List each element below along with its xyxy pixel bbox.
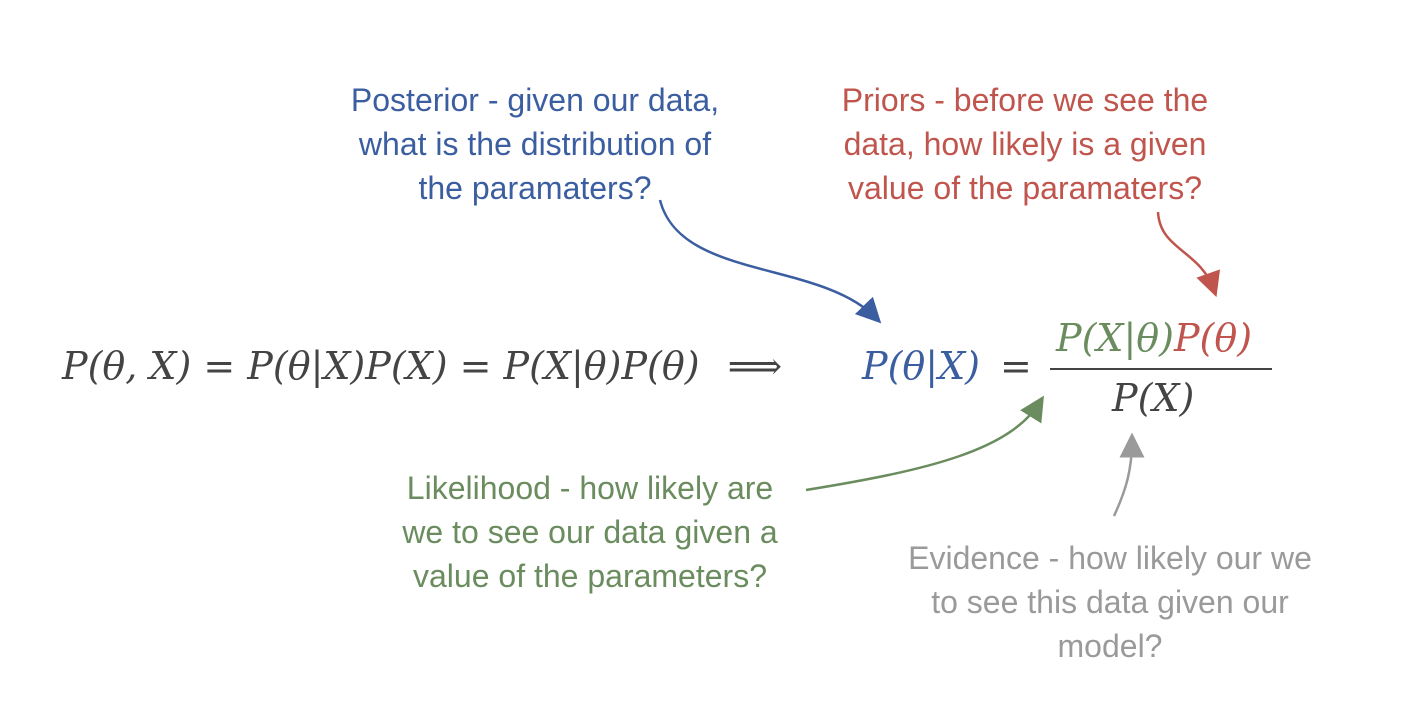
likelihood-arrow xyxy=(805,395,1044,492)
prior-annotation-line: data, how likely is a given xyxy=(843,126,1207,162)
posterior-annotation-line: the paramaters? xyxy=(418,170,652,206)
posterior-term: P(θ|X) xyxy=(862,344,980,388)
equals-sign: = xyxy=(1000,344,1032,388)
posterior-annotation-line: Posterior - given our data, xyxy=(350,82,720,118)
fraction-denominator: P(X) xyxy=(1112,376,1194,420)
evidence-annotation-line: Evidence - how likely our we xyxy=(908,540,1312,576)
prior-annotation-line: Priors - before we see the xyxy=(841,82,1209,118)
likelihood-annotation: Likelihood - how likely are we to see ou… xyxy=(360,466,820,598)
likelihood-annotation-line: value of the parameters? xyxy=(413,558,767,594)
fraction-bar xyxy=(1050,368,1272,370)
posterior-annotation-line: what is the distribution of xyxy=(358,126,712,162)
equals-sign-text: = xyxy=(1000,344,1032,388)
likelihood-annotation-line: Likelihood - how likely are xyxy=(406,470,774,506)
fraction-numerator: P(X|θ)P(θ) xyxy=(1056,316,1252,360)
prior-term: P(θ) xyxy=(1173,316,1253,360)
posterior-annotation: Posterior - given our data, what is the … xyxy=(300,78,770,210)
evidence-arrow xyxy=(1112,432,1145,517)
implies-symbol: ⟹ xyxy=(727,344,783,388)
prior-arrow xyxy=(1156,211,1220,298)
prior-annotation: Priors - before we see the data, how lik… xyxy=(790,78,1260,210)
prior-annotation-line: value of the paramaters? xyxy=(848,170,1202,206)
likelihood-term: P(X|θ) xyxy=(1056,316,1174,360)
posterior-arrow xyxy=(658,199,882,324)
evidence-term: P(X) xyxy=(1112,376,1195,420)
joint-equation-text: P(θ, X) = P(θ|X)P(X) = P(X|θ)P(θ) xyxy=(62,344,700,388)
joint-probability-equation: P(θ, X) = P(θ|X)P(X) = P(X|θ)P(θ) ⟹ xyxy=(62,344,782,388)
likelihood-annotation-line: we to see our data given a xyxy=(402,514,778,550)
evidence-annotation: Evidence - how likely our we to see this… xyxy=(870,536,1350,668)
evidence-annotation-line: model? xyxy=(1057,628,1163,664)
posterior-term-text: P(θ|X) xyxy=(862,344,980,388)
evidence-annotation-line: to see this data given our xyxy=(931,584,1289,620)
